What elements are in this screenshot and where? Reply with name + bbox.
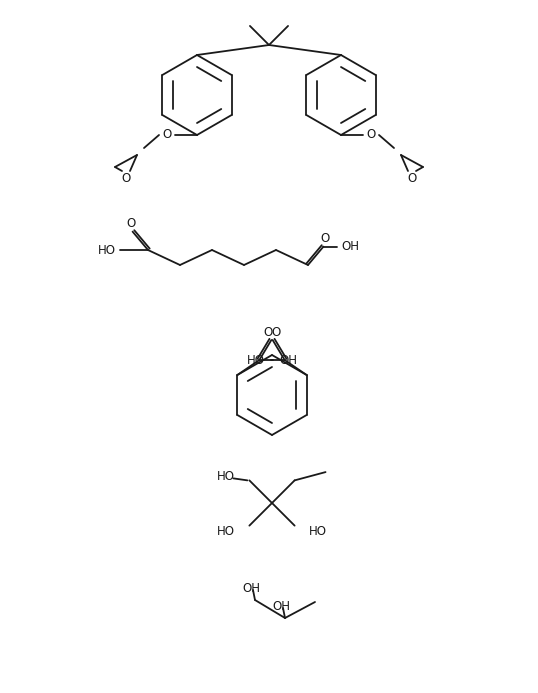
Text: OH: OH bbox=[342, 240, 359, 253]
Text: HO: HO bbox=[246, 353, 265, 367]
Text: OH: OH bbox=[272, 599, 290, 613]
Text: O: O bbox=[263, 326, 272, 338]
Text: O: O bbox=[122, 173, 131, 186]
Text: HO: HO bbox=[98, 243, 116, 256]
Text: O: O bbox=[407, 173, 416, 186]
Text: HO: HO bbox=[217, 470, 235, 483]
Text: O: O bbox=[126, 217, 135, 230]
Text: OH: OH bbox=[279, 353, 298, 367]
Text: O: O bbox=[366, 128, 376, 141]
Text: O: O bbox=[162, 128, 172, 141]
Text: O: O bbox=[272, 326, 281, 338]
Text: HO: HO bbox=[217, 525, 235, 538]
Text: HO: HO bbox=[309, 525, 327, 538]
Text: OH: OH bbox=[242, 581, 260, 595]
Text: O: O bbox=[321, 232, 330, 245]
